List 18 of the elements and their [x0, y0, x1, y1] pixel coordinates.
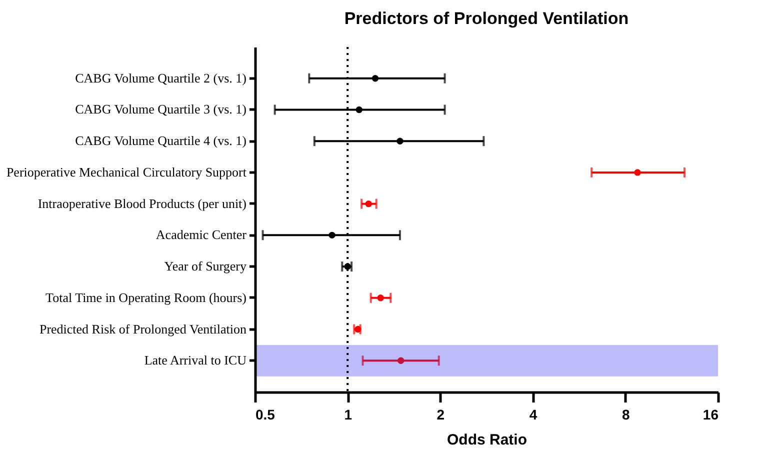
y-tick-label: Predicted Risk of Prolonged Ventilation: [39, 321, 247, 336]
y-tick-label: CABG Volume Quartile 2 (vs. 1): [75, 70, 246, 86]
y-tick-label: Year of Surgery: [164, 258, 247, 274]
y-tick-label: Academic Center: [156, 227, 248, 242]
chart-title: Predictors of Prolonged Ventilation: [344, 9, 629, 28]
x-tick-label: 1: [344, 406, 352, 422]
x-tick-label: 4: [529, 406, 538, 422]
y-tick-label: Perioperative Mechanical Circulatory Support: [6, 164, 247, 180]
x-tick-label: 0.5: [256, 406, 276, 422]
y-tick-label: CABG Volume Quartile 4 (vs. 1): [75, 133, 246, 148]
x-tick-label: 2: [436, 406, 445, 422]
y-tick-label: Total Time in Operating Room (hours): [46, 290, 246, 305]
x-tick-label: 16: [702, 406, 719, 422]
x-axis-title: Odds Ratio: [446, 432, 528, 448]
y-tick-label: Late Arrival to ICU: [144, 352, 248, 368]
y-tick-label: Intraoperative Blood Products (per unit): [38, 196, 246, 211]
x-tick-label: 8: [622, 406, 630, 422]
y-tick-label: CABG Volume Quartile 3 (vs. 1): [75, 102, 246, 117]
